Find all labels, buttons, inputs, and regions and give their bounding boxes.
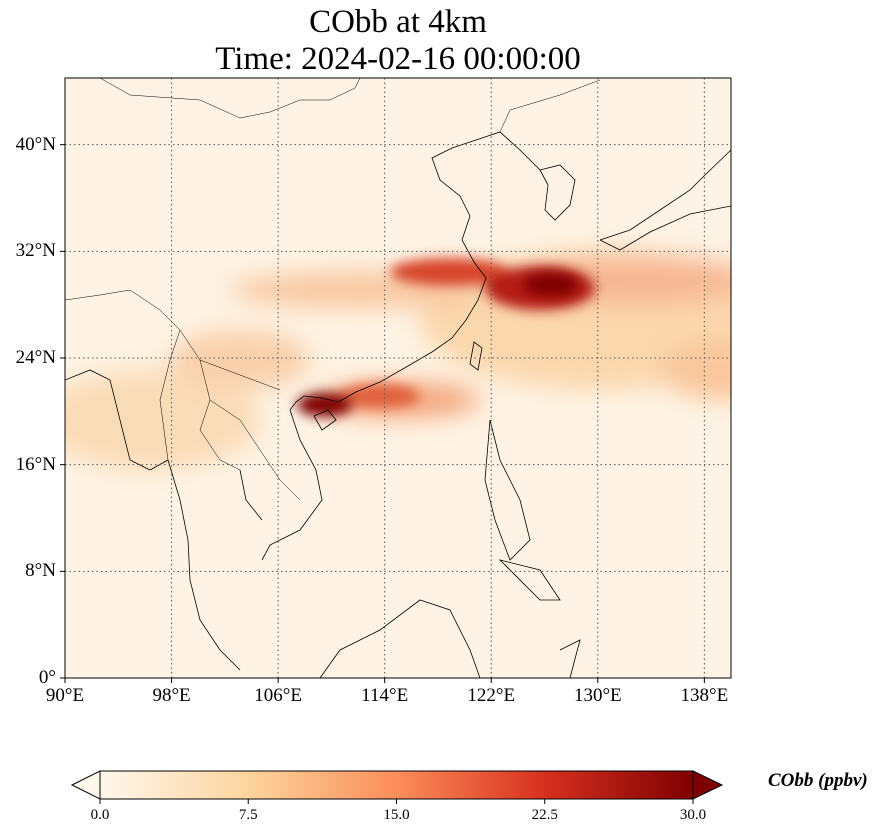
lon-tick-label: 90°E xyxy=(45,685,85,706)
lat-tick-label: 24°N xyxy=(15,347,56,368)
map-title: CObb at 4km xyxy=(309,4,487,40)
indochina-coastline xyxy=(239,409,323,561)
lon-tick-label: 122°E xyxy=(467,685,516,706)
colorbar-tick-label: 15.0 xyxy=(383,807,410,823)
taiwan-coastline xyxy=(469,341,483,371)
thailand-border xyxy=(199,399,241,471)
lat-tick-label: 40°N xyxy=(15,133,56,155)
lon-tick-label: 138°E xyxy=(680,685,729,706)
japan-coastline xyxy=(599,149,731,251)
colorbar-label: CObb (ppbv) xyxy=(768,770,868,791)
lon-tick-label: 130°E xyxy=(573,685,622,706)
plume-maxima xyxy=(296,272,580,417)
mongolia-border xyxy=(99,78,361,119)
colorbar-min-extend xyxy=(70,770,101,800)
plume-maximum xyxy=(523,272,580,297)
lon-tick-label: 106°E xyxy=(254,685,302,706)
lat-tick-label: 32°N xyxy=(15,240,56,262)
malay-peninsula-coastline xyxy=(167,459,241,671)
china-south-border xyxy=(65,289,281,391)
sulawesi-coastline xyxy=(559,639,581,678)
korea-coastline xyxy=(539,164,576,221)
country-borders xyxy=(65,78,601,501)
colorbar xyxy=(70,770,724,804)
north-korea-border xyxy=(499,79,601,133)
map-subtitle-time: Time: 2024-02-16 00:00:00 xyxy=(215,41,581,77)
lat-tick-label: 16°N xyxy=(15,453,56,475)
lat-tick-label: 8°N xyxy=(25,560,56,582)
lon-tick-label: 114°E xyxy=(361,685,409,706)
concentration-field xyxy=(65,78,731,678)
plume-maximum xyxy=(296,392,353,417)
colorbar-tick-label: 7.5 xyxy=(238,807,258,823)
gridlines xyxy=(65,78,731,678)
colorbar-tick-marks xyxy=(99,799,694,804)
north-china-coastline xyxy=(431,131,541,279)
indochina-plume xyxy=(170,330,310,390)
colorbar-gradient xyxy=(99,770,694,800)
china-coastline xyxy=(289,277,487,411)
borneo-coastline xyxy=(319,599,481,678)
map-frame xyxy=(64,77,732,679)
myanmar-thailand-border xyxy=(159,329,181,461)
tick-marks xyxy=(60,144,705,683)
coastlines xyxy=(65,131,731,678)
colorbar-tick-label: 0.0 xyxy=(90,807,110,823)
colorbar-tick-label: 30.0 xyxy=(679,807,707,823)
laos-vietnam-border xyxy=(199,359,301,501)
myanmar-coastline xyxy=(65,369,169,471)
lon-tick-label: 98°E xyxy=(152,685,191,706)
colorbar-max-extend xyxy=(692,770,724,800)
hainan-coastline xyxy=(313,409,337,431)
yangtze-plume xyxy=(390,258,510,286)
colorbar-tick-label: 22.5 xyxy=(531,807,558,823)
philippines-coastline xyxy=(484,419,561,601)
pacific-plume xyxy=(660,340,731,400)
lat-tick-label: 0° xyxy=(38,667,56,688)
